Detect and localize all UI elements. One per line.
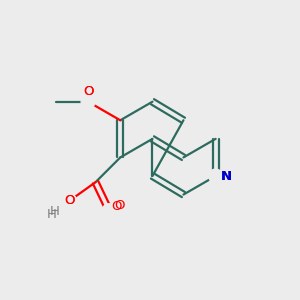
Text: O: O bbox=[64, 194, 75, 207]
Text: O: O bbox=[64, 194, 75, 207]
Circle shape bbox=[209, 169, 223, 183]
Text: N: N bbox=[221, 169, 232, 182]
Text: H: H bbox=[47, 208, 57, 221]
Circle shape bbox=[63, 194, 76, 208]
Circle shape bbox=[102, 204, 116, 218]
Text: O: O bbox=[83, 85, 93, 98]
Circle shape bbox=[81, 95, 95, 109]
Text: O: O bbox=[111, 200, 122, 214]
Text: O: O bbox=[114, 199, 124, 212]
Text: N: N bbox=[221, 169, 232, 182]
Text: H: H bbox=[50, 206, 60, 218]
Text: O: O bbox=[83, 85, 93, 98]
